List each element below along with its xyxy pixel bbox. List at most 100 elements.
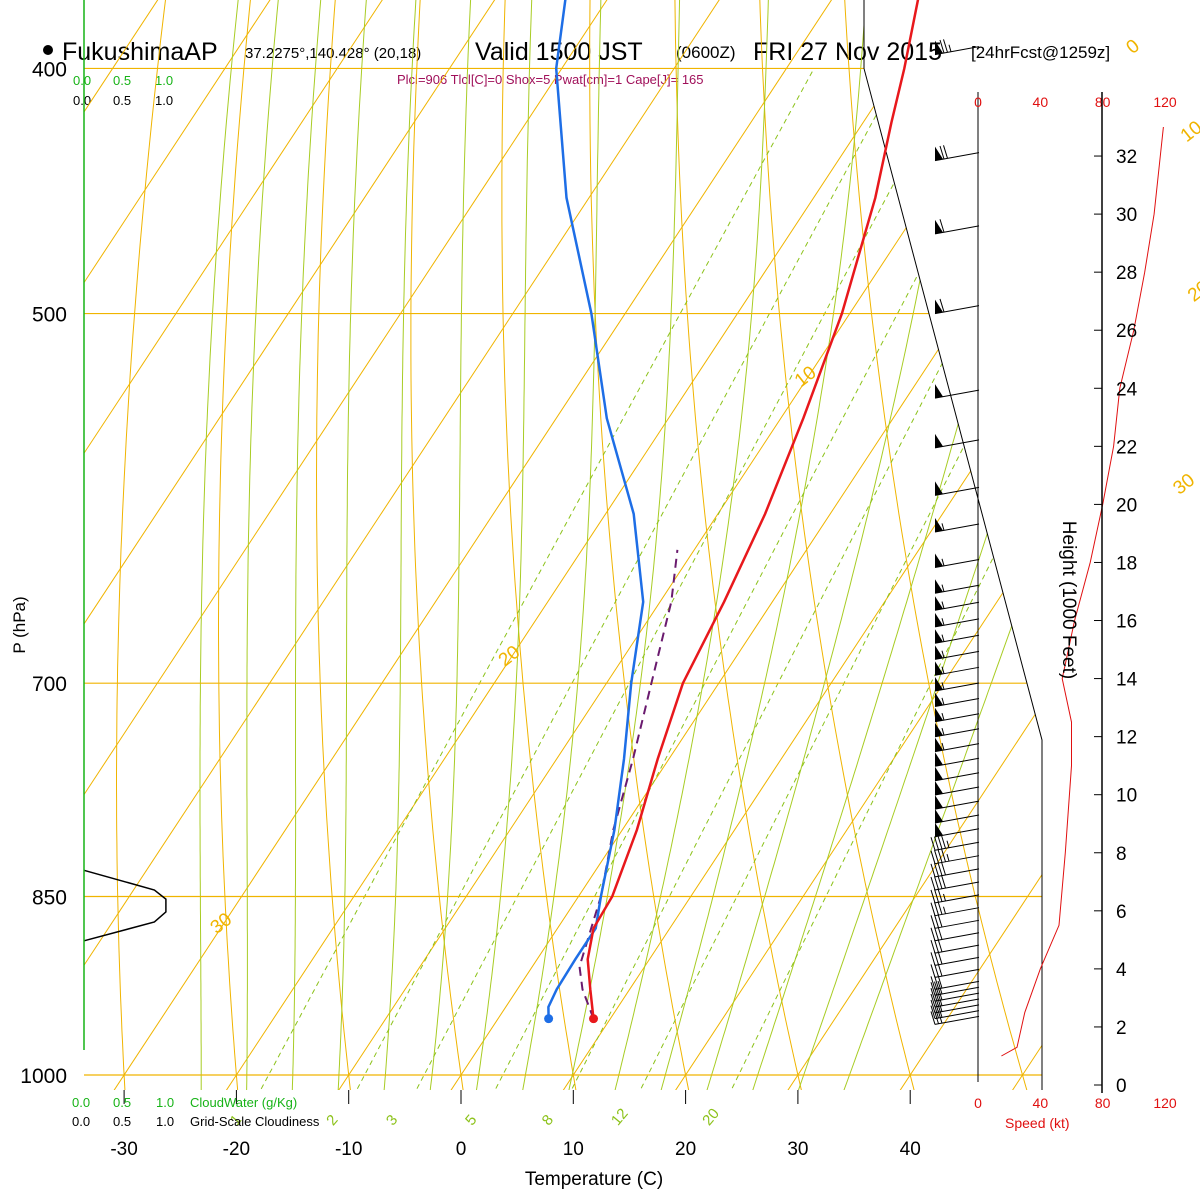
speed-tick-top: 0 <box>974 94 982 110</box>
cloudiness-ticks-bottom: 0.0 0.5 1.0 Grid-Scale Cloudiness <box>72 1114 320 1129</box>
wind-barb-flag <box>935 518 943 533</box>
isotherm-line <box>1100 0 1200 1129</box>
wind-barb-feather <box>934 889 939 903</box>
isobars <box>84 67 1042 1076</box>
dry-adiabat-line <box>756 0 925 1090</box>
wind-barb-half <box>948 44 952 52</box>
wind-barb-feather <box>943 145 948 159</box>
moist-adiabat-line <box>604 0 786 1090</box>
temperature-profile <box>586 0 920 1019</box>
wind-barb-staff <box>934 713 980 723</box>
mixing-ratio-label: 12 <box>608 1105 632 1129</box>
speed-axis-label: Speed (kt) <box>1005 1115 1070 1131</box>
wind-barb-half <box>943 906 946 914</box>
wind-barb-feather <box>930 876 936 891</box>
surface-temperature-dot <box>589 1014 599 1024</box>
wind-barb <box>934 692 980 707</box>
wind-barb-feather <box>930 889 936 904</box>
wind-barb-feather <box>930 999 936 1014</box>
speed-tick-top: 120 <box>1153 94 1177 110</box>
wind-barb-half <box>941 728 945 736</box>
wind-barb <box>934 596 980 611</box>
cloudiness-label: Grid-Scale Cloudiness <box>190 1114 320 1129</box>
wind-barb-flag <box>935 146 943 161</box>
wind-barb-flag <box>935 661 943 676</box>
wind-barb-staff <box>934 757 980 767</box>
speed-tick-top: 80 <box>1095 94 1111 110</box>
wind-barb <box>934 722 980 738</box>
speed-tick-bottom: 120 <box>1153 1095 1177 1111</box>
speed-tick-bottom: 40 <box>1033 1095 1049 1111</box>
cloudwater-ticks-bottom: 0.0 0.5 1.0 CloudWater (g/Kg) <box>72 1095 297 1110</box>
cloudwater-tick: 0.5 <box>113 1095 131 1110</box>
wind-barb-staff <box>934 956 980 966</box>
wind-barb-flag <box>935 612 943 627</box>
wind-barb-half <box>941 558 945 566</box>
wind-barb-staff <box>934 786 980 796</box>
wind-barb <box>934 553 980 568</box>
height-tick-label: 24 <box>1116 379 1138 400</box>
wind-barb <box>934 707 980 723</box>
wind-barb-feather <box>939 219 945 233</box>
wind-barb-flag <box>935 596 943 611</box>
height-tick-label: 16 <box>1116 612 1137 633</box>
wind-barb-feather <box>937 926 943 940</box>
wind-barb-feather <box>934 927 939 941</box>
wind-barb <box>934 39 980 56</box>
wind-barb <box>934 645 980 660</box>
cloudiness-tick: 0.0 <box>72 1114 90 1129</box>
wind-barb-staff <box>934 1010 980 1020</box>
wind-barb-feather <box>937 913 943 928</box>
wind-barb-staff <box>934 618 980 628</box>
dry-adiabats <box>116 0 1042 1090</box>
wind-barb-flag <box>935 808 943 823</box>
isotherm-line <box>84 0 595 1090</box>
moist-adiabat-line <box>199 0 308 1090</box>
moist-adiabat-line <box>739 0 1042 1090</box>
wind-barb-staff <box>934 868 980 878</box>
wind-barb-flag <box>935 677 943 692</box>
pressure-tick-label: 850 <box>32 886 67 909</box>
wind-barb-flag <box>935 481 943 496</box>
wind-barb-feather <box>930 863 936 878</box>
wind-barb <box>930 901 980 917</box>
wind-barb-half <box>941 742 945 751</box>
wind-barb <box>934 433 980 449</box>
cloudiness-tick: 0.0 <box>73 93 91 108</box>
wind-barb-half <box>941 650 945 658</box>
wind-barbs <box>930 39 980 1025</box>
mixing-ratio-label: 3 <box>383 1112 401 1129</box>
wind-barb-flag <box>935 40 943 55</box>
wind-barb-feather <box>937 901 943 915</box>
isotherm-line <box>88 0 1042 1090</box>
wind-barb-feather <box>930 982 936 996</box>
wind-barb-half <box>941 584 945 592</box>
isotherm-line <box>84 0 932 1090</box>
wind-barb-staff <box>934 634 980 644</box>
wind-barb <box>934 661 980 676</box>
wind-barb-feather <box>941 874 946 889</box>
wind-barb-feather <box>937 875 943 889</box>
wind-barb-feather <box>934 849 939 864</box>
wind-barb-staff <box>934 814 980 824</box>
wind-barb-feather <box>930 927 936 941</box>
stability-indices: Plcl=906 Tlcl[C]=0 Shox=5 Pwat[cm]=1 Cap… <box>397 72 704 87</box>
wind-barb-flag <box>935 299 943 314</box>
cloudwater-tick: 1.0 <box>156 1095 174 1110</box>
isotherms <box>84 0 1200 1129</box>
cloudiness-ticks-top: 0.0 0.5 1.0 <box>73 93 173 108</box>
wind-barb-half <box>946 853 950 862</box>
wind-barb-flag <box>935 752 943 767</box>
wind-barb <box>934 808 980 824</box>
isotherm-line <box>84 0 1042 1090</box>
wind-barb-feather <box>934 939 939 953</box>
isotherm-line <box>649 0 1042 1090</box>
dry-adiabat-line <box>410 0 470 1090</box>
height-tick-label: 18 <box>1116 553 1137 574</box>
moist-adiabats <box>199 0 1042 1090</box>
height-tick-label: 0 <box>1116 1076 1127 1097</box>
wind-barb <box>930 888 980 904</box>
wind-barb-staff <box>934 828 980 838</box>
wind-barb-half <box>941 618 945 626</box>
wind-barb <box>934 737 980 753</box>
